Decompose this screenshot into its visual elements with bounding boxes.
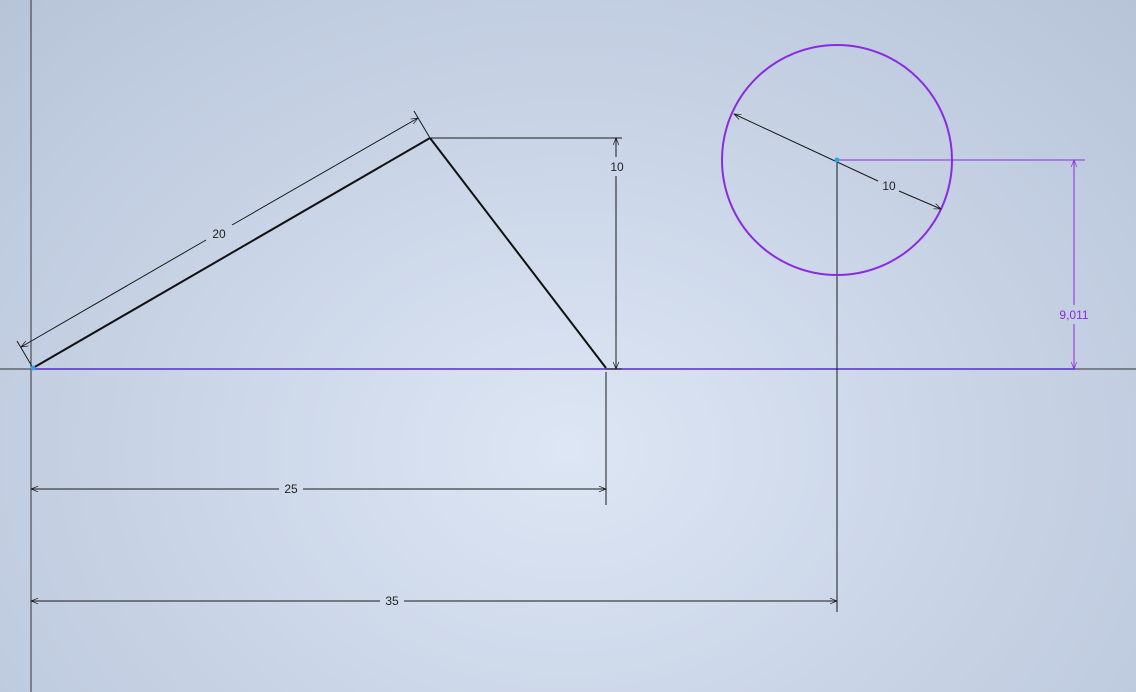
dim-diameter-label[interactable]: 10	[882, 179, 896, 193]
dim-20-line-b	[231, 117, 419, 226]
dim-diameter-line-b	[898, 190, 942, 210]
dim-10-label[interactable]: 10	[610, 160, 624, 174]
dim-35-label[interactable]: 35	[385, 594, 399, 608]
origin-point[interactable]	[30, 365, 36, 371]
dim-25-label[interactable]: 25	[284, 482, 298, 496]
dim-20-ext-start	[16, 340, 34, 369]
circle-center-point[interactable]	[834, 157, 840, 163]
triangle-right-edge[interactable]	[429, 137, 607, 369]
triangle-slanted-edge[interactable]	[32, 137, 431, 369]
dim-diameter-line-a	[733, 113, 879, 182]
dim-20-label[interactable]: 20	[212, 227, 226, 241]
dim-20-ext-end	[413, 110, 431, 139]
dim-9011-label[interactable]: 9,011	[1059, 308, 1088, 322]
dim-20-line-a	[20, 239, 207, 348]
